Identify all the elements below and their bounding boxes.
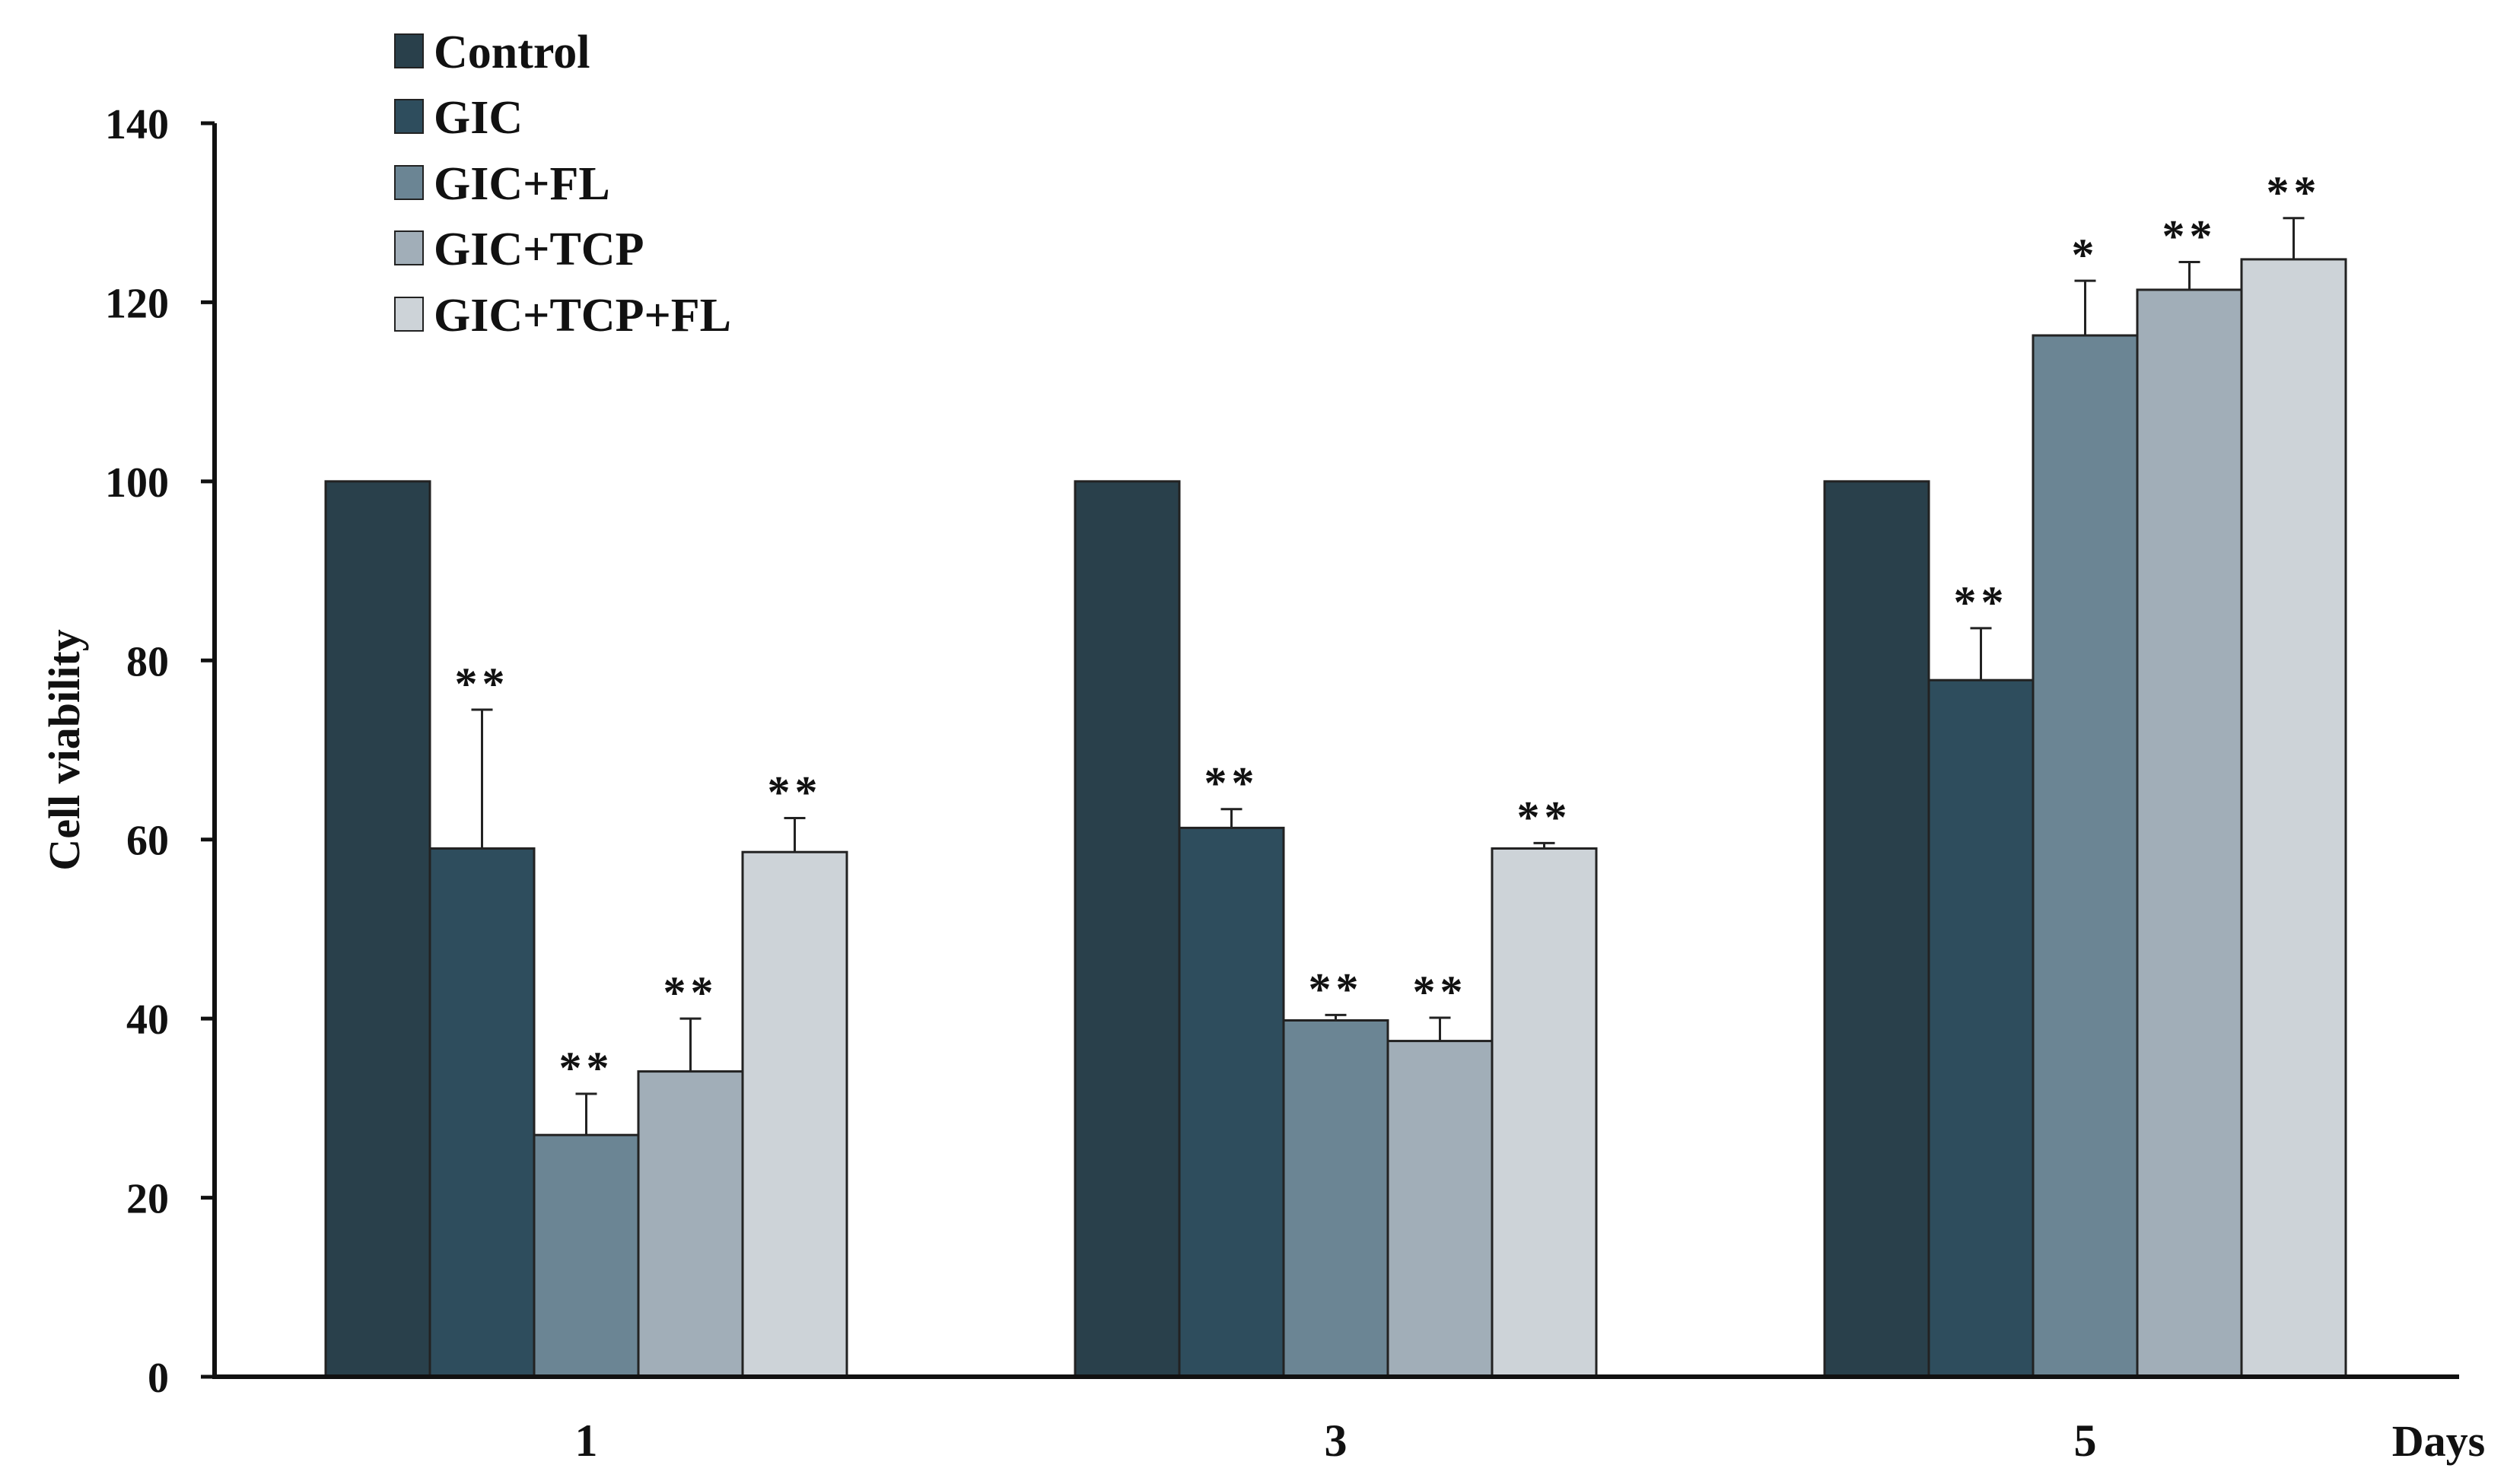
significance-marker: **: [663, 968, 718, 1018]
bar-gic-tcp-fl-day-5: [2240, 258, 2347, 1378]
bar-gic-day-3: [1178, 826, 1285, 1378]
y-ticks: 0 20 40 60 80 100 120 140: [105, 101, 215, 1402]
significance-marker: *: [2072, 230, 2099, 280]
significance-marker: **: [1413, 967, 1468, 1017]
bars-layer: [324, 258, 2347, 1378]
bar-gic-fl-day-1: [533, 1133, 640, 1378]
bar-gic-tcp-day-3: [1386, 1040, 1494, 1378]
y-tick-label-80: 80: [126, 638, 169, 685]
legend-label-gic: GIC: [434, 92, 523, 144]
x-tick-label-day-3: 3: [1325, 1416, 1348, 1466]
bar-gic-day-5: [1927, 678, 2035, 1378]
error-bars-layer: [471, 217, 2305, 1136]
bar-gic-tcp-fl-day-3: [1491, 847, 1598, 1378]
legend-swatch-control: [394, 33, 424, 68]
bar-gic-tcp-fl-day-1: [741, 850, 848, 1378]
legend-swatch-gic: [394, 99, 424, 134]
legend: Control GIC GIC+FL GIC+TCP GIC+TCP+FL: [394, 27, 731, 342]
significance-marker: **: [2162, 211, 2217, 261]
legend-swatch-gic-tcp: [394, 230, 424, 265]
significance-marker: **: [768, 767, 822, 817]
legend-label-control: Control: [434, 27, 590, 78]
y-tick-label-100: 100: [105, 459, 169, 507]
bar-gic-tcp-day-1: [637, 1070, 744, 1378]
significance-layer: ******** **** ******* ****: [455, 167, 2321, 1093]
y-tick-label-60: 60: [126, 818, 169, 865]
significance-marker: **: [2267, 167, 2321, 218]
y-tick-label-0: 0: [148, 1355, 169, 1402]
bar-gic-day-1: [428, 847, 536, 1378]
legend-label-gic-tcp-fl: GIC+TCP+FL: [434, 290, 731, 342]
legend-swatch-gic-tcp-fl: [394, 297, 424, 332]
legend-swatch-gic-fl: [394, 165, 424, 200]
significance-marker: **: [1204, 758, 1259, 809]
x-category-labels: 1 3 5: [575, 1416, 2097, 1466]
y-tick-label-20: 20: [126, 1176, 169, 1223]
y-tick-label-40: 40: [126, 996, 169, 1044]
bar-control-day-5: [1823, 480, 1930, 1378]
x-axis-title: Days: [2392, 1416, 2485, 1466]
bar-control-day-3: [1074, 480, 1181, 1378]
y-tick-label-140: 140: [105, 101, 169, 148]
x-tick-label-day-1: 1: [575, 1416, 598, 1466]
x-tick-label-day-5: 5: [2074, 1416, 2097, 1466]
significance-marker: **: [1954, 577, 2009, 628]
y-tick-label-120: 120: [105, 280, 169, 327]
significance-marker: **: [1309, 964, 1363, 1014]
significance-marker: **: [1517, 792, 1572, 842]
bar-gic-fl-day-3: [1282, 1018, 1389, 1378]
bar-gic-fl-day-5: [2032, 334, 2139, 1378]
y-axis-title: Cell viability: [40, 629, 89, 870]
legend-label-gic-tcp: GIC+TCP: [434, 224, 644, 275]
significance-marker: **: [455, 659, 510, 709]
significance-marker: **: [559, 1043, 614, 1093]
bar-control-day-1: [324, 480, 431, 1378]
bar-gic-tcp-day-5: [2136, 288, 2243, 1378]
legend-label-gic-fl: GIC+FL: [434, 158, 610, 210]
